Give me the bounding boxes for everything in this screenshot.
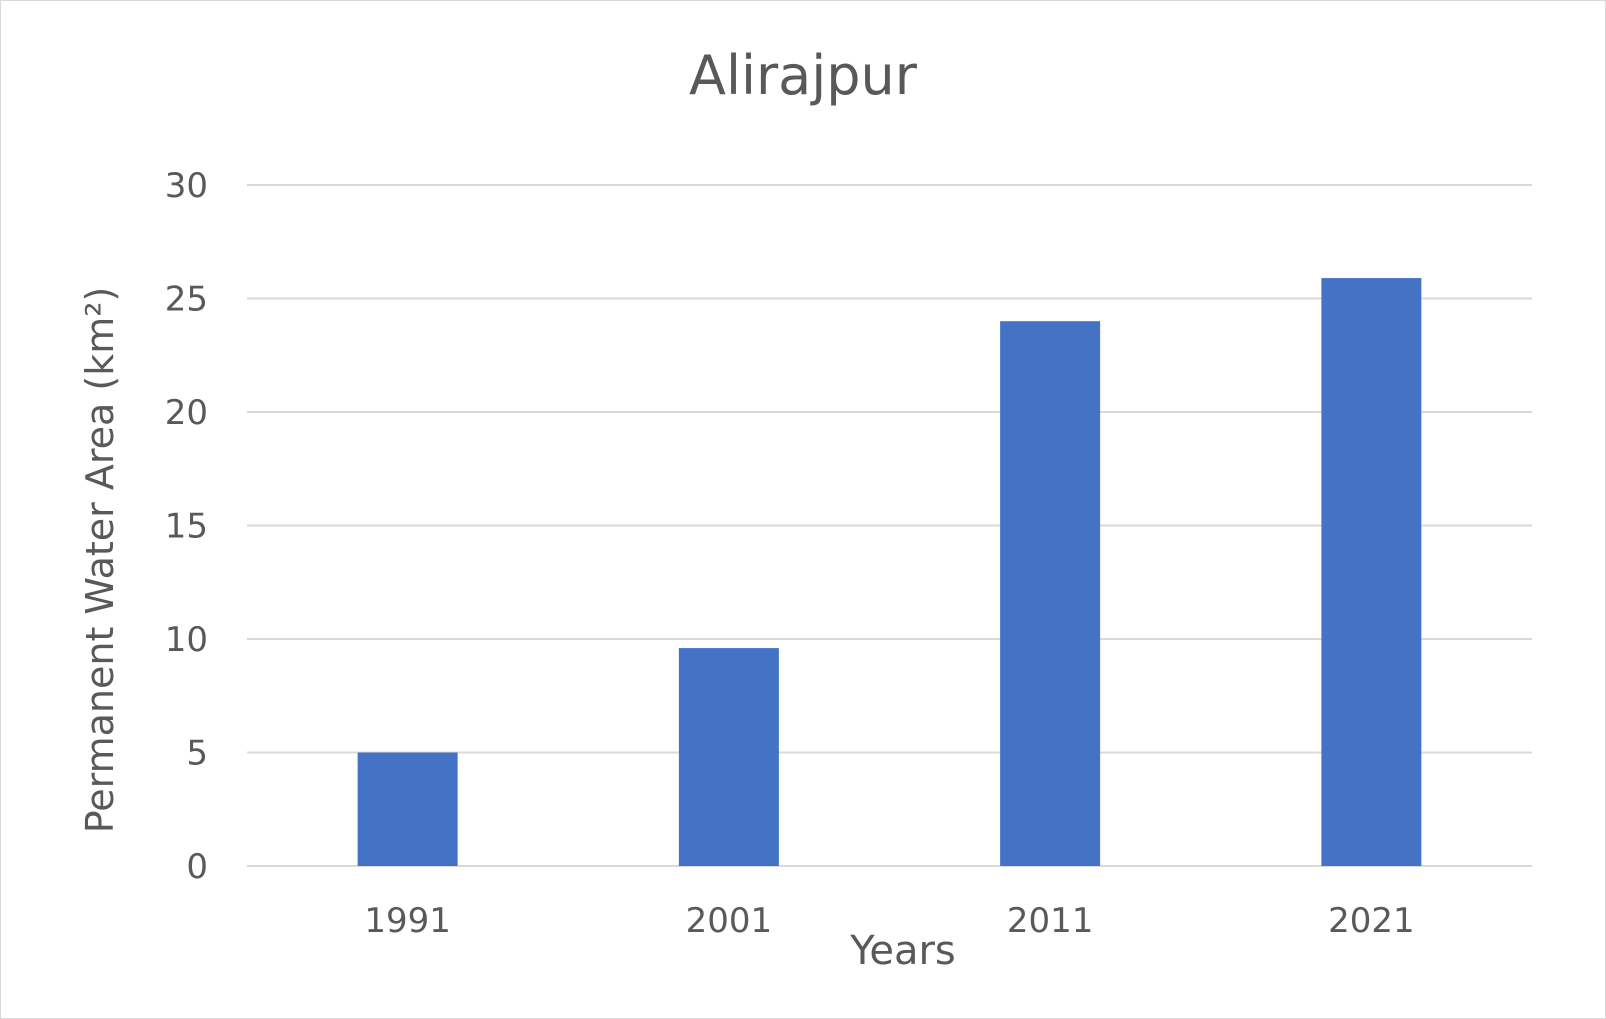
- bar-2001: [678, 648, 779, 866]
- y-tick-label: 0: [186, 847, 208, 887]
- bar-2021: [1321, 278, 1422, 866]
- bar-2011: [1000, 321, 1101, 866]
- y-tick-label: 25: [165, 280, 208, 320]
- bar-1991: [357, 752, 458, 866]
- x-tick-label: 1991: [364, 901, 451, 941]
- x-tick-label: 2001: [686, 901, 773, 941]
- y-tick-label: 5: [186, 734, 208, 774]
- x-tick-label: 2011: [1007, 901, 1094, 941]
- y-tick-label: 15: [165, 507, 208, 547]
- y-tick-label: 30: [165, 166, 208, 206]
- chart-title: Alirajpur: [689, 44, 917, 107]
- x-tick-label: 2021: [1328, 901, 1415, 941]
- x-axis-label: Years: [850, 928, 956, 974]
- y-tick-label: 10: [165, 620, 208, 660]
- y-tick-label: 20: [165, 393, 208, 433]
